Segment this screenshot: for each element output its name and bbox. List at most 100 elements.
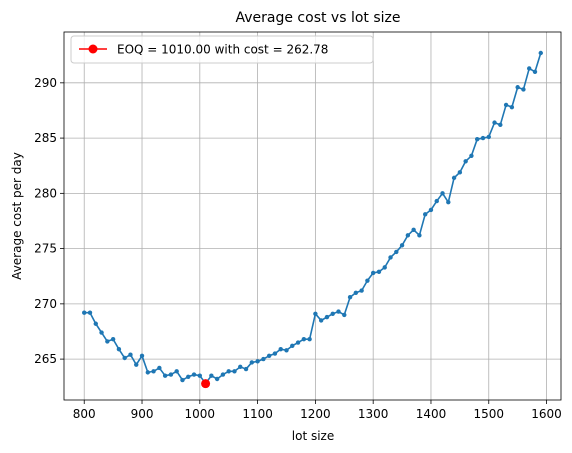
data-point bbox=[139, 353, 145, 358]
x-tick-label: 1200 bbox=[300, 407, 331, 421]
x-axis-label: lot size bbox=[292, 429, 334, 443]
data-point bbox=[290, 343, 295, 349]
data-point bbox=[515, 85, 520, 90]
eoq-marker bbox=[201, 379, 211, 389]
data-point bbox=[168, 372, 174, 377]
data-point bbox=[330, 311, 335, 317]
tick-labels: 800 900 1000 1100 1200 1300 1400 1500 1600 265 270… bbox=[34, 76, 562, 421]
y-tick-label: 280 bbox=[34, 186, 57, 200]
data-point bbox=[376, 269, 382, 275]
data-point bbox=[186, 374, 191, 379]
data-point bbox=[272, 351, 278, 356]
x-tick-label: 900 bbox=[131, 407, 154, 421]
data-point bbox=[417, 233, 422, 238]
data-point bbox=[469, 153, 474, 158]
data-point bbox=[116, 346, 122, 352]
data-point bbox=[134, 362, 139, 367]
data-point bbox=[394, 249, 399, 255]
series-layer bbox=[82, 50, 543, 389]
data-point bbox=[480, 135, 486, 141]
data-point bbox=[226, 369, 231, 374]
data-point bbox=[388, 255, 393, 260]
data-point bbox=[370, 270, 376, 276]
data-point bbox=[151, 369, 156, 374]
data-point bbox=[145, 370, 150, 375]
data-point bbox=[232, 369, 237, 374]
data-point bbox=[446, 199, 451, 205]
data-point bbox=[284, 348, 289, 353]
data-point bbox=[93, 321, 98, 326]
data-point bbox=[411, 227, 416, 233]
data-point bbox=[359, 288, 364, 293]
data-point bbox=[209, 373, 214, 378]
x-tick-label: 1300 bbox=[358, 407, 389, 421]
data-point bbox=[261, 356, 266, 362]
data-point bbox=[399, 243, 405, 248]
data-point bbox=[255, 359, 260, 364]
legend: EOQ = 1010.00 with cost = 262.78 bbox=[70, 35, 374, 64]
data-point bbox=[238, 364, 243, 370]
data-point bbox=[191, 372, 197, 377]
data-point bbox=[87, 310, 93, 315]
x-tick-label: 1000 bbox=[185, 407, 216, 421]
data-point bbox=[353, 290, 359, 296]
legend-label: EOQ = 1010.00 with cost = 262.78 bbox=[117, 43, 328, 57]
data-point bbox=[498, 122, 503, 128]
data-point bbox=[532, 69, 538, 74]
data-point bbox=[180, 377, 185, 383]
chart-title: Average cost vs lot size bbox=[235, 10, 400, 26]
data-point bbox=[99, 330, 104, 335]
grid bbox=[64, 32, 561, 400]
data-point bbox=[405, 233, 411, 238]
data-point bbox=[307, 337, 312, 342]
series-line bbox=[84, 52, 542, 385]
data-point bbox=[486, 134, 491, 140]
data-point bbox=[249, 360, 255, 365]
data-point bbox=[342, 312, 347, 318]
data-point bbox=[538, 50, 543, 56]
data-point bbox=[440, 191, 445, 196]
data-point bbox=[301, 337, 307, 342]
data-point bbox=[162, 373, 168, 378]
x-tick-label: 1600 bbox=[531, 407, 562, 421]
data-point bbox=[266, 353, 272, 358]
data-point bbox=[157, 365, 162, 371]
data-point bbox=[318, 318, 324, 323]
data-point bbox=[527, 66, 532, 71]
y-tick-label: 270 bbox=[34, 297, 57, 311]
data-point bbox=[347, 295, 353, 300]
x-tick-label: 1400 bbox=[416, 407, 447, 421]
data-point bbox=[128, 352, 133, 357]
data-point bbox=[105, 339, 110, 344]
data-point bbox=[174, 369, 179, 374]
data-point bbox=[503, 102, 509, 108]
legend-box bbox=[70, 35, 374, 64]
data-point bbox=[492, 120, 497, 125]
y-tick-label: 285 bbox=[34, 131, 57, 145]
plot-frame bbox=[63, 31, 562, 401]
data-point bbox=[336, 309, 341, 314]
data-point bbox=[475, 136, 480, 142]
data-point bbox=[313, 311, 318, 317]
data-point bbox=[509, 104, 515, 110]
data-point bbox=[82, 310, 87, 315]
data-point bbox=[122, 355, 127, 361]
x-tick-label: 800 bbox=[73, 407, 96, 421]
data-point bbox=[278, 346, 283, 352]
data-point bbox=[428, 207, 434, 213]
y-tick-label: 265 bbox=[34, 352, 57, 366]
data-point bbox=[451, 175, 457, 181]
data-point bbox=[365, 278, 370, 283]
data-point bbox=[324, 314, 330, 320]
data-point bbox=[382, 265, 387, 270]
data-point bbox=[457, 170, 463, 175]
data-point bbox=[220, 372, 226, 377]
data-point bbox=[422, 212, 428, 217]
y-tick-label: 290 bbox=[34, 76, 57, 90]
data-point bbox=[463, 159, 468, 164]
x-tick-label: 1100 bbox=[242, 407, 273, 421]
data-point bbox=[243, 366, 249, 372]
data-point bbox=[214, 376, 220, 382]
y-axis-label: Average cost per day bbox=[10, 152, 24, 280]
